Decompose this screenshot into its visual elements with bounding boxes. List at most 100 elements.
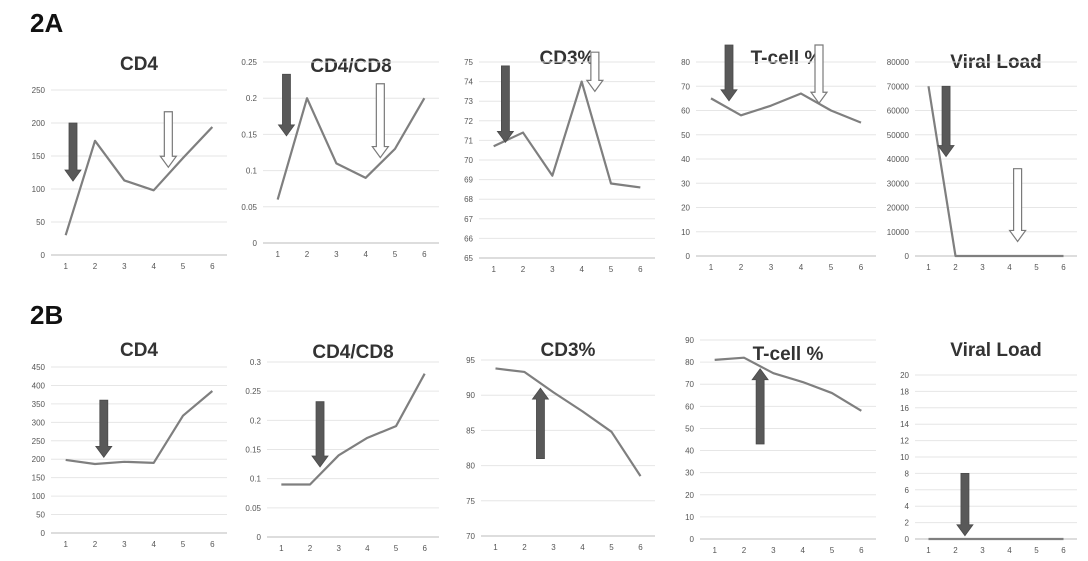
y-tick-label: 10000 bbox=[887, 228, 910, 237]
solid-arrow-icon bbox=[95, 399, 113, 459]
chart-2b-cd4-cd8: CD4/CD8 0 0.05 0.1 0.15 0.2 0.25 0.3 1 2 3 4 5 6 bbox=[245, 342, 439, 553]
x-tick-label: 4 bbox=[151, 262, 156, 271]
y-tick-label: 95 bbox=[466, 356, 475, 365]
y-tick-label: 50 bbox=[685, 424, 694, 433]
y-tick-label: 70 bbox=[681, 82, 690, 91]
solid-arrow-icon bbox=[937, 85, 955, 158]
panel-label-2b: 2B bbox=[30, 300, 64, 330]
y-tick-label: 250 bbox=[32, 437, 46, 446]
x-tick-label: 4 bbox=[151, 540, 156, 549]
y-tick-label: 69 bbox=[464, 176, 473, 185]
x-tick-label: 3 bbox=[334, 250, 339, 259]
chart-title: CD3% bbox=[541, 340, 596, 361]
x-tick-label: 2 bbox=[308, 544, 313, 553]
y-tick-label: 0 bbox=[690, 535, 695, 544]
x-tick-label: 3 bbox=[980, 263, 985, 272]
chart-title: Viral Load bbox=[950, 340, 1042, 361]
x-tick-label: 4 bbox=[799, 263, 804, 272]
y-tick-label: 150 bbox=[32, 474, 46, 483]
y-tick-label: 60000 bbox=[887, 107, 910, 116]
x-tick-label: 2 bbox=[93, 262, 98, 271]
y-tick-label: 0.05 bbox=[245, 504, 261, 513]
y-tick-label: 150 bbox=[32, 152, 46, 161]
x-tick-label: 2 bbox=[739, 263, 744, 272]
x-tick-label: 1 bbox=[493, 543, 498, 552]
solid-arrow-icon bbox=[64, 122, 82, 182]
series-line bbox=[927, 86, 1064, 258]
x-tick-label: 3 bbox=[122, 262, 127, 271]
x-tick-label: 3 bbox=[771, 546, 776, 555]
y-tick-label: 20 bbox=[681, 204, 690, 213]
chart-2a-cd3: CD3% 65 66 67 68 69 70 71 72 73 74 75 1 2 3 4 5 6 bbox=[464, 48, 655, 274]
solid-arrow-icon bbox=[720, 44, 738, 102]
x-tick-label: 6 bbox=[859, 546, 864, 555]
y-tick-label: 4 bbox=[905, 502, 910, 511]
x-tick-label: 1 bbox=[926, 546, 931, 555]
y-tick-label: 40000 bbox=[887, 155, 910, 164]
y-tick-label: 0 bbox=[41, 529, 46, 538]
series-line bbox=[65, 390, 214, 466]
y-tick-label: 40 bbox=[685, 447, 694, 456]
y-tick-label: 10 bbox=[681, 228, 690, 237]
y-tick-label: 20 bbox=[685, 491, 694, 500]
x-tick-label: 2 bbox=[93, 540, 98, 549]
y-tick-label: 12 bbox=[900, 437, 909, 446]
y-tick-label: 0.15 bbox=[245, 446, 261, 455]
x-tick-label: 2 bbox=[522, 543, 527, 552]
hollow-arrow-icon bbox=[585, 51, 605, 93]
x-tick-label: 5 bbox=[609, 543, 614, 552]
x-tick-label: 5 bbox=[181, 540, 186, 549]
y-tick-label: 0.25 bbox=[241, 58, 257, 67]
y-tick-label: 70 bbox=[466, 532, 475, 541]
x-tick-label: 6 bbox=[638, 265, 643, 274]
y-tick-label: 100 bbox=[32, 492, 46, 501]
y-tick-label: 85 bbox=[466, 426, 475, 435]
x-tick-label: 6 bbox=[210, 540, 215, 549]
x-tick-label: 3 bbox=[336, 544, 341, 553]
y-tick-label: 100 bbox=[32, 185, 46, 194]
chart-title: T-cell % bbox=[753, 344, 824, 365]
y-tick-label: 68 bbox=[464, 195, 473, 204]
y-tick-label: 75 bbox=[466, 497, 475, 506]
x-tick-label: 3 bbox=[550, 265, 555, 274]
chart-2b-tcell: T-cell % 0 10 20 30 40 50 60 70 80 90 1 2 3 4 5 6 bbox=[685, 336, 876, 555]
x-tick-label: 1 bbox=[709, 263, 714, 272]
x-tick-label: 2 bbox=[953, 263, 958, 272]
x-tick-label: 6 bbox=[422, 544, 427, 553]
series-line bbox=[64, 126, 214, 236]
x-tick-label: 6 bbox=[1061, 263, 1066, 272]
y-tick-label: 80 bbox=[681, 58, 690, 67]
x-tick-label: 1 bbox=[279, 544, 284, 553]
y-tick-label: 60 bbox=[681, 107, 690, 116]
x-tick-label: 2 bbox=[742, 546, 747, 555]
y-tick-label: 350 bbox=[32, 400, 46, 409]
y-tick-label: 10 bbox=[900, 453, 909, 462]
x-tick-label: 1 bbox=[275, 250, 280, 259]
y-tick-label: 0.1 bbox=[250, 475, 262, 484]
y-tick-label: 50 bbox=[36, 511, 45, 520]
x-tick-label: 5 bbox=[1034, 546, 1039, 555]
y-tick-label: 0 bbox=[905, 252, 910, 261]
y-tick-label: 250 bbox=[32, 86, 46, 95]
x-tick-label: 4 bbox=[1007, 546, 1012, 555]
x-tick-label: 6 bbox=[1061, 546, 1066, 555]
x-tick-label: 3 bbox=[980, 546, 985, 555]
x-tick-label: 1 bbox=[491, 265, 496, 274]
y-tick-label: 450 bbox=[32, 363, 46, 372]
solid-arrow-icon bbox=[751, 368, 769, 445]
x-tick-label: 1 bbox=[926, 263, 931, 272]
y-tick-label: 67 bbox=[464, 215, 473, 224]
y-tick-label: 40 bbox=[681, 155, 690, 164]
y-tick-label: 0.3 bbox=[250, 358, 262, 367]
x-tick-label: 2 bbox=[953, 546, 958, 555]
x-tick-label: 1 bbox=[712, 546, 717, 555]
y-tick-label: 0.2 bbox=[250, 416, 262, 425]
series-line bbox=[281, 373, 426, 486]
y-tick-label: 0 bbox=[905, 535, 910, 544]
y-tick-label: 200 bbox=[32, 119, 46, 128]
x-tick-label: 4 bbox=[579, 265, 584, 274]
series-line bbox=[276, 97, 426, 200]
chart-2b-cd3: CD3% 70 75 80 85 90 95 1 2 3 4 5 6 bbox=[466, 340, 655, 552]
x-tick-label: 4 bbox=[580, 543, 585, 552]
